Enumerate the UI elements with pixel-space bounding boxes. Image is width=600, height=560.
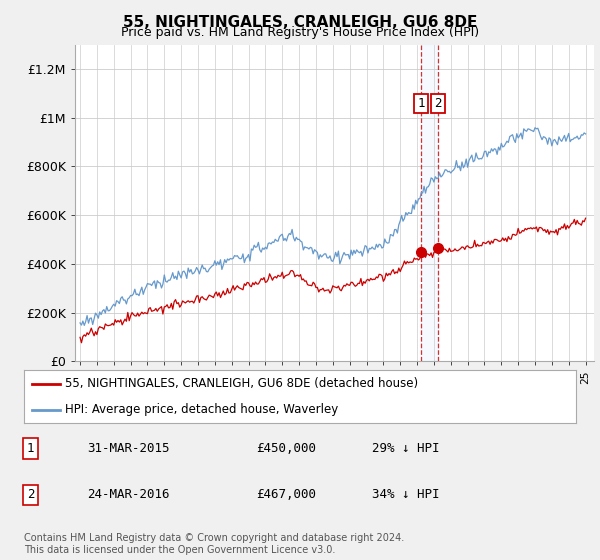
Text: 34% ↓ HPI: 34% ↓ HPI xyxy=(372,488,439,501)
Text: 24-MAR-2016: 24-MAR-2016 xyxy=(88,488,170,501)
Text: Price paid vs. HM Land Registry's House Price Index (HPI): Price paid vs. HM Land Registry's House … xyxy=(121,26,479,39)
Bar xyxy=(421,45,438,361)
Text: 55, NIGHTINGALES, CRANLEIGH, GU6 8DE (detached house): 55, NIGHTINGALES, CRANLEIGH, GU6 8DE (de… xyxy=(65,377,419,390)
Text: Contains HM Land Registry data © Crown copyright and database right 2024.
This d: Contains HM Land Registry data © Crown c… xyxy=(24,533,404,555)
Text: £450,000: £450,000 xyxy=(256,442,316,455)
Text: £467,000: £467,000 xyxy=(256,488,316,501)
Text: 29% ↓ HPI: 29% ↓ HPI xyxy=(372,442,439,455)
Text: 1: 1 xyxy=(27,442,34,455)
Text: HPI: Average price, detached house, Waverley: HPI: Average price, detached house, Wave… xyxy=(65,403,338,416)
Text: 2: 2 xyxy=(434,97,442,110)
Text: 55, NIGHTINGALES, CRANLEIGH, GU6 8DE: 55, NIGHTINGALES, CRANLEIGH, GU6 8DE xyxy=(123,15,477,30)
Text: 2: 2 xyxy=(27,488,34,501)
Text: 31-MAR-2015: 31-MAR-2015 xyxy=(88,442,170,455)
Text: 1: 1 xyxy=(418,97,425,110)
